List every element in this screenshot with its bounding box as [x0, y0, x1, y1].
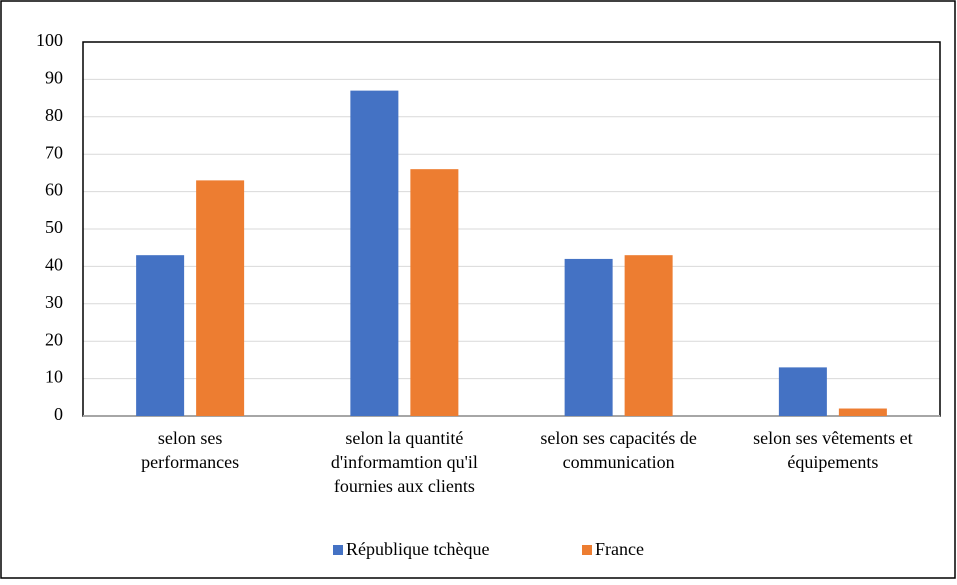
- x-tick-label: selon ses capacités de: [540, 428, 696, 448]
- y-tick-label: 100: [36, 30, 63, 50]
- y-tick-label: 90: [45, 68, 63, 88]
- bar: [624, 255, 673, 416]
- y-tick-label: 80: [45, 105, 63, 125]
- x-tick-label: selon la quantité: [345, 428, 463, 448]
- y-tick-label: 20: [45, 329, 63, 349]
- y-tick-label: 30: [45, 292, 63, 312]
- legend-label: République tchèque: [346, 539, 489, 559]
- y-tick-label: 60: [45, 180, 63, 200]
- y-tick-label: 70: [45, 142, 63, 162]
- bar: [410, 169, 459, 416]
- bar: [838, 408, 887, 416]
- y-tick-label: 40: [45, 255, 63, 275]
- bar: [564, 258, 613, 416]
- legend-swatch: [582, 545, 592, 555]
- bar: [196, 180, 245, 416]
- x-tick-label: selon ses: [158, 428, 223, 448]
- bar: [778, 367, 827, 416]
- x-tick-label: d'informamtion qu'il: [331, 452, 478, 472]
- bar: [136, 255, 185, 416]
- y-tick-label: 0: [54, 404, 63, 424]
- x-tick-label: performances: [141, 452, 239, 472]
- x-tick-label: communication: [563, 452, 675, 472]
- legend-label: France: [595, 539, 644, 559]
- legend-swatch: [333, 545, 343, 555]
- y-tick-label: 10: [45, 367, 63, 387]
- x-tick-label: selon ses vêtements et: [753, 428, 912, 448]
- x-tick-label: fournies aux clients: [334, 476, 475, 496]
- x-tick-label: équipements: [787, 452, 878, 472]
- bar: [350, 90, 399, 417]
- y-tick-label: 50: [45, 217, 63, 237]
